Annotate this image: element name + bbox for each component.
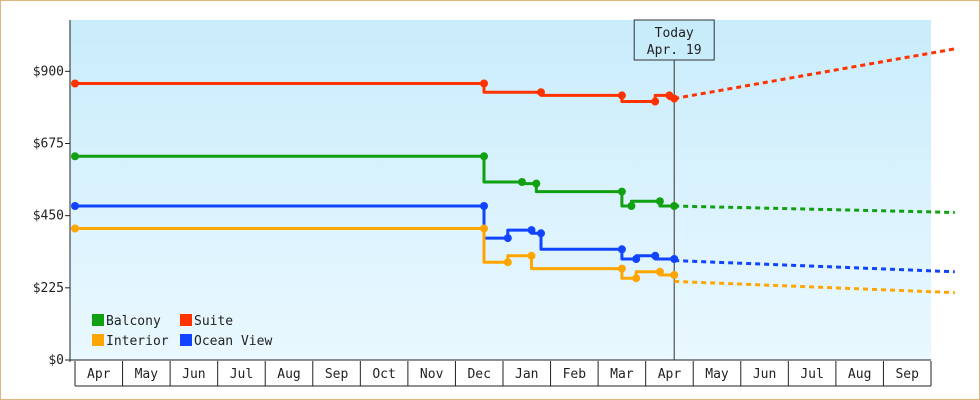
data-point-interior xyxy=(480,224,488,233)
data-point-suite xyxy=(71,79,79,88)
month-label: Jul xyxy=(800,367,823,382)
month-label: Sep xyxy=(325,367,349,382)
legend-label: Balcony xyxy=(106,314,161,329)
data-point-interior xyxy=(71,224,79,233)
data-point-interior xyxy=(655,267,664,276)
series-layer xyxy=(71,47,956,295)
data-point-balcony xyxy=(480,152,488,161)
month-label: Sep xyxy=(895,367,919,382)
data-point-suite xyxy=(651,97,660,106)
data-point-balcony xyxy=(655,197,664,206)
legend-swatch xyxy=(92,314,104,326)
month-label: Dec xyxy=(467,367,490,382)
today-date: Apr. 19 xyxy=(647,43,702,58)
month-label: Nov xyxy=(420,367,444,382)
y-tick-label: $900 xyxy=(33,64,64,79)
data-point-ocean-view xyxy=(617,245,626,254)
month-label: Mar xyxy=(610,367,634,382)
forecast-line-balcony xyxy=(674,204,955,214)
month-label: Apr xyxy=(87,367,111,382)
data-point-interior xyxy=(617,264,626,273)
plot-area xyxy=(70,20,931,360)
data-point-balcony xyxy=(71,152,79,161)
data-point-balcony xyxy=(627,202,636,210)
series-line-ocean-view xyxy=(75,204,675,261)
month-label: Jun xyxy=(182,367,205,382)
data-point-suite xyxy=(670,94,679,103)
month-axis: Apr May Jun Jul Aug Sep Oct Nov Dec Jan Feb Mar Apr M… xyxy=(74,361,932,387)
month-label: May xyxy=(705,367,729,382)
legend-label: Ocean View xyxy=(194,334,272,349)
data-point-interior xyxy=(670,271,679,279)
series-line-balcony xyxy=(75,154,675,208)
legend-swatch xyxy=(180,314,192,326)
data-point-balcony xyxy=(670,202,679,210)
y-tick-label: $675 xyxy=(33,136,64,151)
legend-label: Suite xyxy=(194,314,233,329)
data-point-ocean-view xyxy=(527,226,536,235)
data-point-suite xyxy=(617,91,626,100)
data-point-balcony xyxy=(617,187,626,196)
y-tick-label: $0 xyxy=(48,353,64,368)
forecast-line-interior xyxy=(674,279,955,295)
month-label: Jun xyxy=(753,367,776,382)
month-label: Aug xyxy=(848,367,871,382)
data-point-ocean-view xyxy=(480,202,488,210)
month-label: Apr xyxy=(658,367,682,382)
data-point-interior xyxy=(503,258,512,267)
data-point-ocean-view xyxy=(503,234,512,243)
data-point-ocean-view xyxy=(537,229,545,238)
data-point-ocean-view xyxy=(71,202,79,210)
data-point-interior xyxy=(527,251,536,260)
forecast-line-ocean-view xyxy=(674,259,955,274)
month-label: May xyxy=(135,367,159,382)
axes: $0 $225 $450 $675 $900 xyxy=(33,20,931,368)
y-tick-label: $450 xyxy=(33,209,64,224)
data-point-suite xyxy=(537,88,545,97)
legend: Balcony Suite Interior Ocean View xyxy=(92,314,272,349)
legend-label: Interior xyxy=(106,334,169,349)
data-point-ocean-view xyxy=(632,255,641,263)
data-point-ocean-view xyxy=(670,255,679,263)
month-label: Feb xyxy=(563,367,587,382)
data-point-balcony xyxy=(518,178,526,186)
data-point-balcony xyxy=(532,179,541,188)
legend-swatch xyxy=(180,334,192,346)
data-point-suite xyxy=(480,79,488,88)
today-label: Today xyxy=(655,26,694,41)
month-label: Aug xyxy=(277,367,300,382)
month-label: Jul xyxy=(230,367,253,382)
month-label: Oct xyxy=(372,367,395,382)
data-point-interior xyxy=(632,274,641,283)
month-label: Jan xyxy=(515,367,538,382)
data-point-ocean-view xyxy=(651,251,660,260)
today-box xyxy=(633,19,715,61)
y-tick-label: $225 xyxy=(33,281,64,296)
forecast-line-suite xyxy=(673,47,956,101)
legend-swatch xyxy=(92,334,104,346)
today-marker: Today Apr. 19 xyxy=(633,19,715,360)
